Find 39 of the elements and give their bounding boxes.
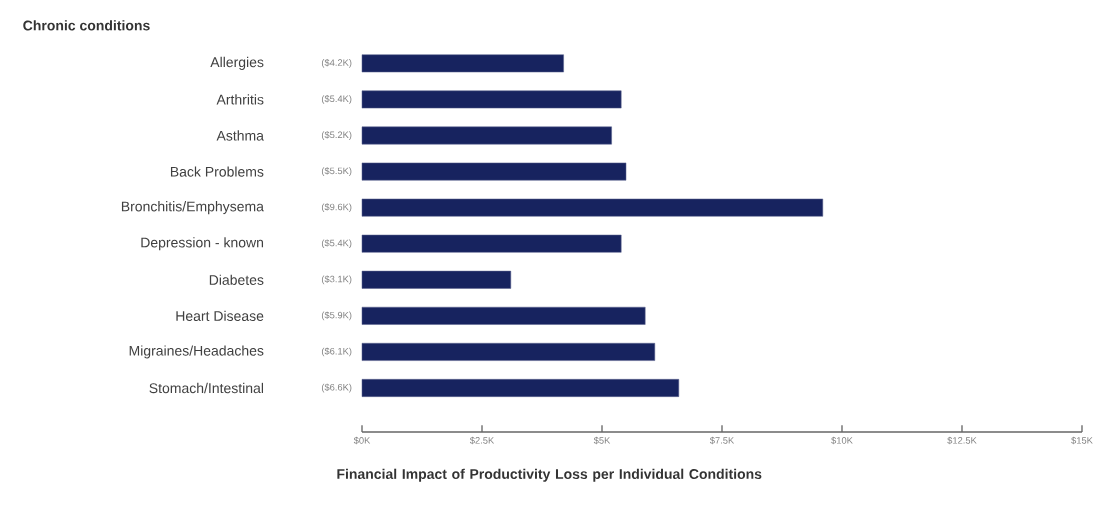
data-label: ($6.6K)	[321, 383, 352, 393]
bar	[361, 234, 622, 253]
x-tick-label: $7.5K	[709, 436, 735, 445]
x-tick-label: $0K	[353, 436, 371, 445]
y-tick-label: Migraines/Headaches	[129, 345, 264, 359]
x-tick-label: $15K	[1071, 436, 1093, 445]
x-axis-title: Financial Impact of Productivity Loss per Individual Conditions	[337, 468, 762, 482]
x-tick-label: $2.5K	[469, 436, 495, 445]
y-tick-label: Diabetes	[209, 274, 264, 285]
x-tick-label: $5K	[593, 436, 611, 445]
y-tick-label: Arthritis	[216, 94, 264, 105]
data-label: ($5.4K)	[321, 239, 352, 249]
data-label: ($9.6K)	[321, 203, 352, 213]
data-label: ($5.9K)	[321, 311, 352, 321]
y-tick-label: Heart Disease	[176, 310, 264, 321]
data-label: ($4.2K)	[321, 58, 352, 68]
y-tick-label: Back Problems	[170, 166, 264, 177]
bar	[361, 54, 564, 73]
data-label: ($5.2K)	[321, 131, 352, 140]
y-tick-label: Stomach/Intestinal	[149, 382, 264, 394]
y-tick-label: Allergies	[210, 56, 264, 70]
bar	[361, 379, 680, 397]
bar	[361, 162, 627, 181]
bar	[361, 342, 656, 361]
y-tick-label: Bronchitis/Emphysema	[121, 201, 264, 215]
data-label: ($6.1K)	[321, 347, 352, 357]
bar	[361, 306, 646, 325]
y-tick-label: Depression - known	[141, 237, 264, 251]
y-tick-label: Asthma	[216, 130, 264, 141]
data-label: ($5.5K)	[321, 167, 352, 176]
data-label: ($3.1K)	[321, 275, 352, 285]
bar	[361, 126, 612, 145]
bar	[361, 270, 512, 289]
x-tick-label: $10K	[831, 436, 853, 445]
x-tick-label: $12.5K	[947, 436, 977, 445]
text: Chronic conditions	[23, 20, 150, 31]
bar	[361, 90, 622, 109]
bar	[361, 198, 824, 217]
data-label: ($5.4K)	[321, 95, 352, 104]
